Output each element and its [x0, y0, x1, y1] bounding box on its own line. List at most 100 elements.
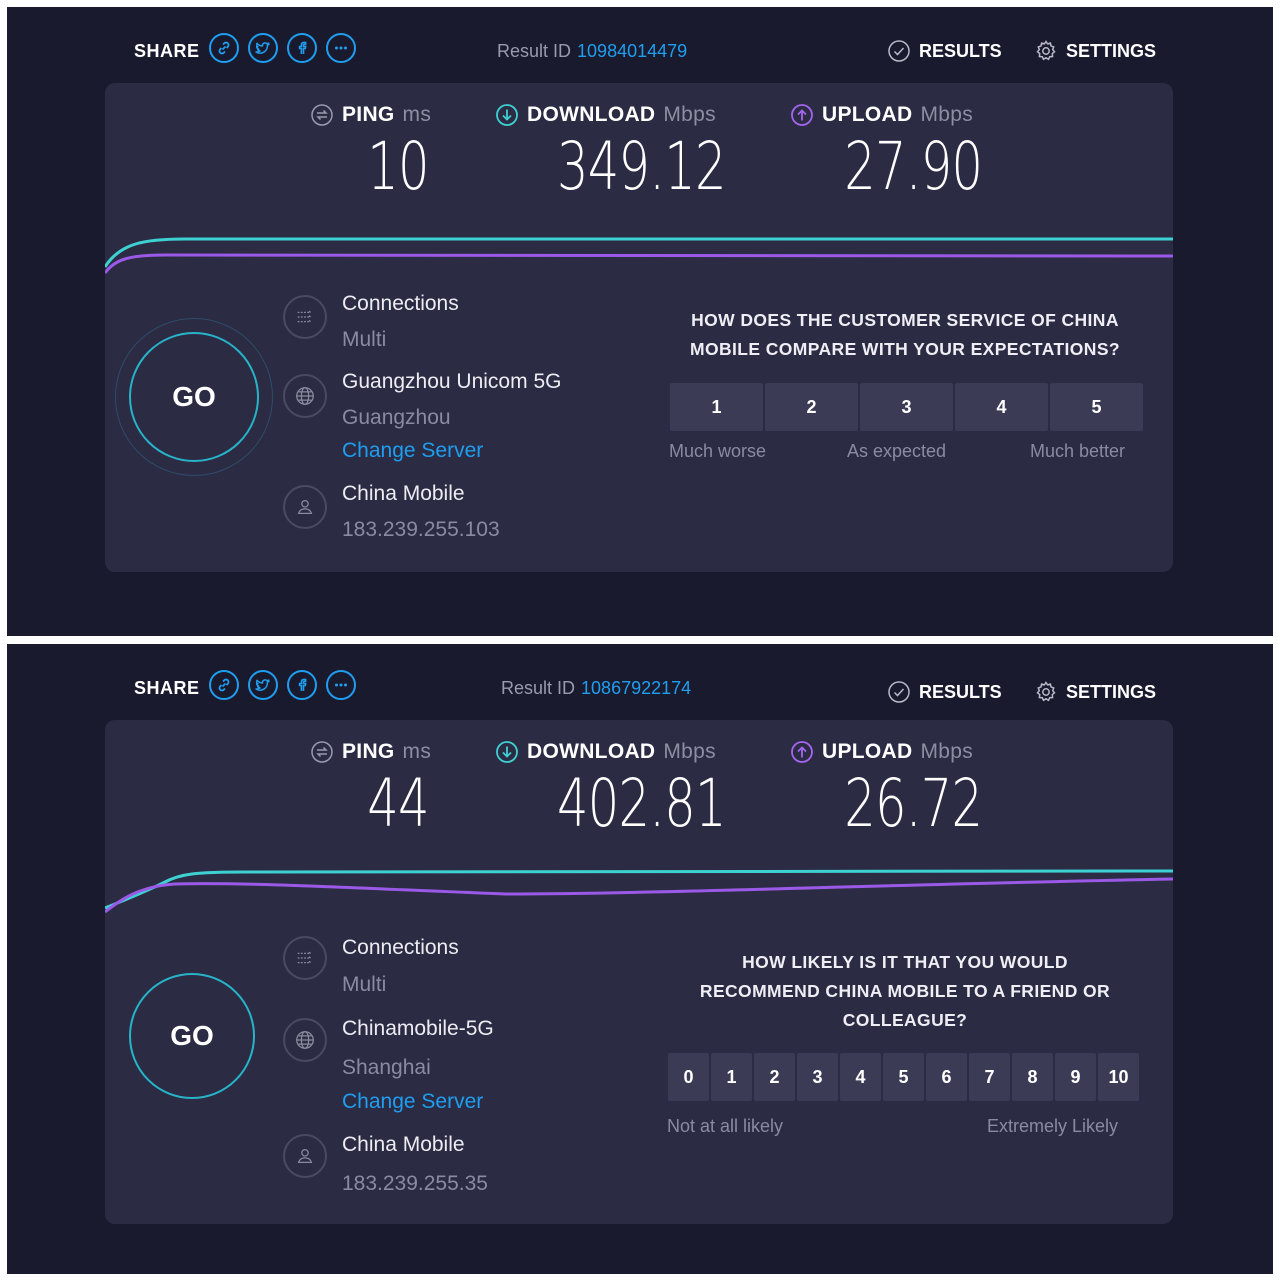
facebook-icon[interactable]	[287, 33, 317, 63]
provider-name: China Mobile	[342, 482, 465, 505]
rating-option[interactable]: 7	[969, 1053, 1010, 1101]
rating-option[interactable]: 4	[840, 1053, 881, 1101]
survey-question-line: MOBILE COMPARE WITH YOUR EXPECTATIONS?	[689, 339, 1121, 359]
speed-graph	[105, 869, 1173, 914]
connections-title: Connections	[342, 936, 459, 959]
rating-option[interactable]: 2	[754, 1053, 795, 1101]
results-label: RESULTS	[919, 681, 1002, 702]
upload-value: 27.90	[844, 128, 983, 205]
scale-label-high: Much better	[1030, 441, 1126, 461]
result-id-link[interactable]: 10867922174	[581, 678, 692, 698]
download-icon	[496, 741, 518, 763]
result-panel-1: SHARE Result ID 10984014479 RESULTS SETTI…	[7, 7, 1273, 636]
result-id: Result ID 10984014479	[497, 41, 687, 62]
twitter-icon[interactable]	[248, 33, 278, 63]
share-label: SHARE	[134, 41, 200, 61]
ping-label: PING	[342, 103, 395, 126]
rating-option[interactable]: 3	[797, 1053, 838, 1101]
rating-option[interactable]: 5	[1050, 383, 1143, 431]
rating-option[interactable]: 1	[670, 383, 763, 431]
upload-metric: UPLOAD Mbps 27.90	[790, 103, 1010, 205]
results-button[interactable]: RESULTS	[887, 680, 1002, 704]
more-icon[interactable]	[326, 670, 356, 700]
go-button[interactable]: GO	[129, 332, 259, 462]
user-icon	[283, 1134, 327, 1178]
go-ring	[115, 318, 273, 476]
user-icon	[283, 485, 327, 529]
twitter-icon[interactable]	[248, 670, 278, 700]
link-icon[interactable]	[209, 33, 239, 63]
survey-question-line: HOW LIKELY IS IT THAT YOU WOULD	[742, 952, 1068, 972]
change-server-link[interactable]: Change Server	[342, 439, 484, 462]
go-button[interactable]: GO	[129, 973, 255, 1099]
more-icon[interactable]	[326, 33, 356, 63]
result-id-link[interactable]: 10984014479	[577, 41, 688, 61]
survey-question-line: HOW DOES THE CUSTOMER SERVICE OF CHINA	[691, 310, 1119, 330]
rating-option[interactable]: 8	[1012, 1053, 1053, 1101]
connections-value: Multi	[342, 328, 387, 351]
upload-metric: UPLOAD Mbps 26.72	[790, 740, 1010, 842]
survey-question: HOW LIKELY IS IT THAT YOU WOULD RECOMMEN…	[665, 948, 1145, 1035]
check-circle-icon	[888, 681, 910, 703]
gear-icon	[1036, 681, 1056, 702]
ping-value: 10	[367, 128, 429, 205]
scale-label-high: Extremely Likely	[987, 1116, 1119, 1136]
check-circle-icon	[888, 40, 910, 62]
provider-name: China Mobile	[342, 1133, 465, 1156]
download-line	[105, 237, 1173, 268]
ping-label: PING	[342, 740, 395, 763]
link-icon[interactable]	[209, 670, 239, 700]
scale-label-low: Much worse	[669, 441, 767, 461]
share-label: SHARE	[134, 678, 200, 698]
download-value: 349.12	[557, 128, 726, 205]
survey-question-line: RECOMMEND CHINA MOBILE TO A FRIEND OR	[699, 981, 1111, 1001]
gear-icon	[1036, 40, 1056, 61]
provider-ip: 183.239.255.35	[342, 1172, 488, 1195]
server-location: Shanghai	[342, 1056, 431, 1079]
rating-option[interactable]: 9	[1055, 1053, 1096, 1101]
survey-question: HOW DOES THE CUSTOMER SERVICE OF CHINA M…	[665, 306, 1145, 364]
connections-value: Multi	[342, 973, 387, 996]
upload-value: 26.72	[844, 765, 983, 842]
top-bar: SHARE Result ID 10867922174 RESULTS SETTI…	[7, 644, 1273, 724]
provider-ip: 183.239.255.103	[342, 518, 500, 541]
rating-option[interactable]: 10	[1098, 1053, 1139, 1101]
settings-label: SETTINGS	[1066, 681, 1157, 702]
download-label: DOWNLOAD	[527, 740, 656, 763]
survey-question-line: COLLEAGUE?	[842, 1010, 968, 1030]
download-icon	[496, 104, 518, 126]
settings-button[interactable]: SETTINGS	[1034, 39, 1156, 63]
upload-label: UPLOAD	[822, 740, 913, 763]
upload-line	[105, 253, 1173, 274]
rating-option[interactable]: 3	[860, 383, 953, 431]
rating-option[interactable]: 4	[955, 383, 1048, 431]
rating-option[interactable]: 2	[765, 383, 858, 431]
facebook-icon[interactable]	[287, 670, 317, 700]
rating-option[interactable]: 6	[926, 1053, 967, 1101]
upload-line	[105, 877, 1173, 914]
ping-value: 44	[367, 765, 429, 842]
download-line	[105, 869, 1173, 910]
rating-scale: 0 1 2 3 4 5 6 7 8 9 10	[668, 1053, 1139, 1101]
download-value: 402.81	[557, 765, 726, 842]
results-label: RESULTS	[919, 40, 1002, 61]
results-button[interactable]: RESULTS	[887, 39, 1002, 63]
rating-option[interactable]: 0	[668, 1053, 709, 1101]
rating-option[interactable]: 5	[883, 1053, 924, 1101]
change-server-link[interactable]: Change Server	[342, 1090, 484, 1113]
scale-label-mid: As expected	[847, 441, 947, 461]
download-label: DOWNLOAD	[527, 103, 656, 126]
result-id-label: Result ID	[501, 678, 576, 698]
download-unit: Mbps	[663, 740, 716, 763]
result-id-label: Result ID	[497, 41, 572, 61]
download-metric: DOWNLOAD Mbps 402.81	[495, 740, 755, 842]
top-bar: SHARE Result ID 10984014479 RESULTS SETTI…	[7, 7, 1273, 87]
upload-icon	[791, 104, 813, 126]
settings-button[interactable]: SETTINGS	[1034, 680, 1156, 704]
server-name: Chinamobile-5G	[342, 1017, 494, 1040]
rating-option[interactable]: 1	[711, 1053, 752, 1101]
upload-unit: Mbps	[920, 103, 974, 126]
ping-unit: ms	[402, 740, 432, 763]
scale-label-low: Not at all likely	[667, 1116, 784, 1136]
